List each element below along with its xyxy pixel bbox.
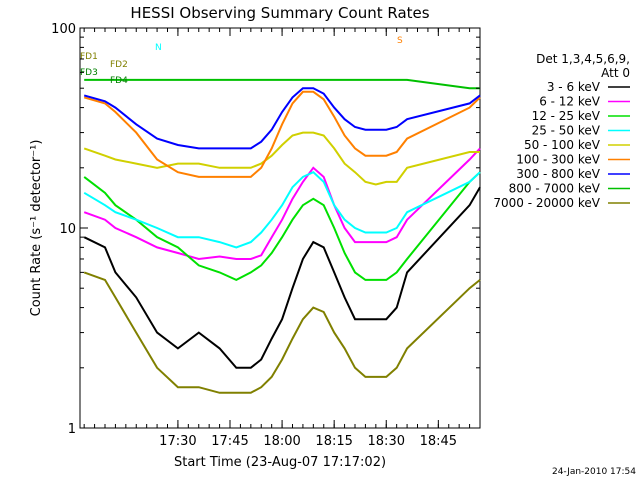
series-50-100-kev [83,131,480,186]
x-tick-label: 18:30 [368,434,405,449]
flag-label-fd4: FD4 [110,76,128,86]
x-tick-label: 18:15 [315,434,352,449]
legend-label-7000-20000-kev: 7000 - 20000 keV [493,196,600,210]
series-12-25-kev [83,171,481,282]
legend-header-line1: Det 1,3,4,5,6,9, [536,52,630,66]
flag-label-fd1: FD1 [80,52,98,62]
legend-label-100-300-kev: 100 - 300 keV [516,153,600,167]
y-axis-label: Count Rate (s⁻¹ detector⁻¹) [29,140,44,317]
legend-label-50-100-kev: 50 - 100 keV [524,138,601,152]
chart-title: HESSI Observing Summary Count Rates [130,4,429,22]
legend-label-800-7000-kev: 800 - 7000 keV [509,182,601,196]
series-layer [83,78,481,394]
flag-layer: N S FD1 FD2 FD3 FD4 [80,36,403,86]
series-100-300-kev [83,90,481,178]
axis-layer: 1 10 100 17:30 17:45 18:00 18:15 18:30 18:45 [51,22,480,449]
x-tick-label: 18:45 [420,434,457,449]
flag-label-n: N [155,43,162,53]
series-6-12-kev [83,147,481,261]
x-tick-label: 17:45 [211,434,248,449]
y-tick-label: 100 [51,22,76,37]
legend-header-line2: Att 0 [601,66,630,80]
legend-label-12-25-kev: 12 - 25 keV [532,109,601,123]
flag-label-fd3: FD3 [80,68,98,78]
timestamp: 24-Jan-2010 17:54 [552,467,636,477]
series-25-50-kev [83,171,481,249]
series-300-800-kev [83,87,481,150]
series-800-7000-kev [84,78,480,90]
legend-label-300-800-kev: 300 - 800 keV [516,167,600,181]
flag-label-fd2: FD2 [110,60,128,70]
legend-label-6-12-kev: 6 - 12 keV [539,95,601,109]
series-3-6-kev [83,186,481,369]
flag-label-s: S [397,36,403,46]
plot-area [79,27,481,429]
x-tick-label: 17:30 [159,434,196,449]
legend-label-3-6-kev: 3 - 6 keV [547,80,601,94]
series-7000-20000-kev [83,271,481,394]
x-axis-label: Start Time (23-Aug-07 17:17:02) [174,455,386,470]
y-tick-label: 1 [68,422,76,437]
x-tick-label: 18:00 [263,434,300,449]
y-tick-label: 10 [59,222,76,237]
legend-label-25-50-kev: 25 - 50 keV [532,124,601,138]
